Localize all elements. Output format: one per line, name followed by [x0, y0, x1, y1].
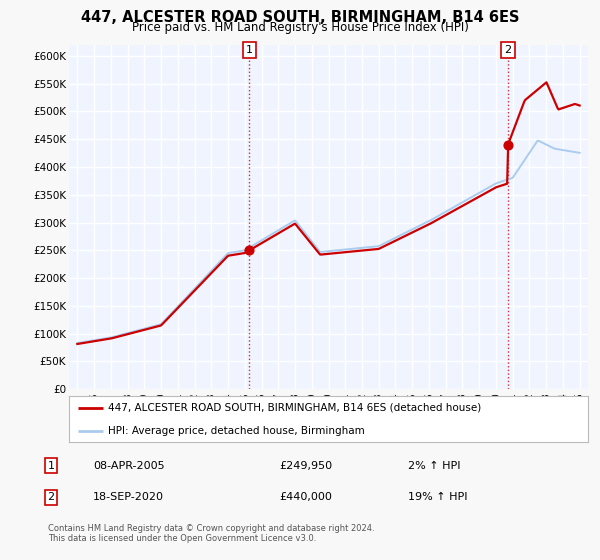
Text: 18-SEP-2020: 18-SEP-2020	[93, 492, 164, 502]
Text: £440,000: £440,000	[279, 492, 332, 502]
Text: 447, ALCESTER ROAD SOUTH, BIRMINGHAM, B14 6ES: 447, ALCESTER ROAD SOUTH, BIRMINGHAM, B1…	[81, 10, 519, 25]
Text: 19% ↑ HPI: 19% ↑ HPI	[408, 492, 467, 502]
Text: 1: 1	[246, 45, 253, 55]
Text: 08-APR-2005: 08-APR-2005	[93, 461, 164, 471]
Text: 2: 2	[47, 492, 55, 502]
Point	[245, 246, 254, 255]
Text: This data is licensed under the Open Government Licence v3.0.: This data is licensed under the Open Gov…	[48, 534, 316, 543]
Text: £249,950: £249,950	[279, 461, 332, 471]
Text: 1: 1	[47, 461, 55, 471]
Point	[503, 141, 513, 150]
Text: 2: 2	[505, 45, 512, 55]
Text: 2% ↑ HPI: 2% ↑ HPI	[408, 461, 461, 471]
Text: 447, ALCESTER ROAD SOUTH, BIRMINGHAM, B14 6ES (detached house): 447, ALCESTER ROAD SOUTH, BIRMINGHAM, B1…	[108, 403, 481, 413]
Text: HPI: Average price, detached house, Birmingham: HPI: Average price, detached house, Birm…	[108, 426, 365, 436]
Text: Contains HM Land Registry data © Crown copyright and database right 2024.: Contains HM Land Registry data © Crown c…	[48, 524, 374, 533]
Text: Price paid vs. HM Land Registry's House Price Index (HPI): Price paid vs. HM Land Registry's House …	[131, 21, 469, 34]
